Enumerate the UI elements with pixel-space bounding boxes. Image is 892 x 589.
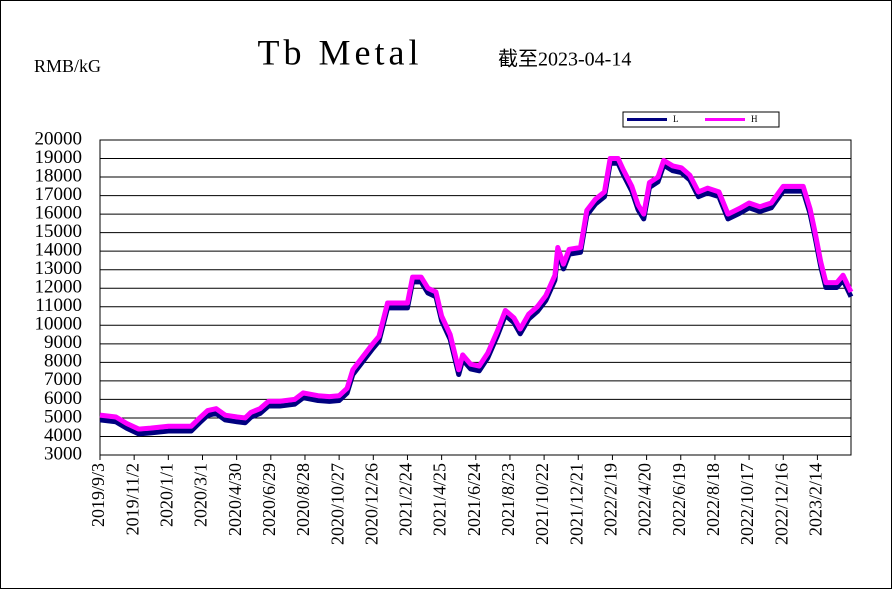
x-tick-label: 2022/2/19 — [601, 463, 621, 536]
chart-subtitle: 截至2023-04-14 — [498, 48, 631, 71]
x-tick-label: 2022/4/20 — [635, 463, 655, 536]
x-tick-label: 2021/8/23 — [498, 463, 518, 536]
x-tick-label: 2020/6/29 — [259, 463, 279, 536]
chart-title: Tb Metal — [258, 32, 423, 72]
x-tick-label: 2021/2/24 — [396, 463, 416, 536]
y-tick-label: 11000 — [35, 295, 82, 316]
x-tick-label: 2022/10/17 — [737, 463, 757, 545]
y-tick-label: 16000 — [35, 202, 83, 223]
y-tick-label: 19000 — [35, 147, 83, 168]
y-tick-label: 14000 — [35, 240, 83, 261]
data-line — [99, 156, 854, 432]
x-tick-label: 2021/4/25 — [430, 463, 450, 536]
x-tick-label: 2022/6/19 — [669, 463, 689, 536]
y-tick-label: 18000 — [35, 165, 83, 186]
x-tick-label: 2019/11/2 — [122, 463, 142, 535]
y-tick-label: 20000 — [35, 128, 83, 149]
legend-label: L — [673, 114, 679, 124]
plot-area — [99, 139, 852, 456]
x-tick-label: 2020/10/27 — [327, 463, 347, 545]
legend-box — [622, 111, 780, 128]
x-tick-label: 2020/4/30 — [225, 463, 245, 536]
y-tick-label: 17000 — [35, 184, 83, 205]
x-tick-label: 2022/8/18 — [703, 463, 723, 536]
y-tick-label: 6000 — [44, 388, 82, 409]
y-tick-label: 13000 — [35, 258, 83, 279]
y-tick-label: 4000 — [44, 425, 82, 446]
legend-label: H — [751, 114, 758, 124]
x-tick-label: 2021/6/24 — [464, 463, 484, 536]
y-tick-label: 12000 — [35, 277, 83, 298]
y-tick-label: 8000 — [44, 351, 82, 372]
y-axis-label: RMB/kG — [34, 56, 101, 76]
x-tick-label: 2023/2/14 — [806, 463, 826, 536]
x-tick-label: 2021/10/22 — [532, 463, 552, 545]
x-tick-label: 2020/8/28 — [293, 463, 313, 536]
y-tick-label: 10000 — [35, 314, 83, 335]
x-tick-label: 2021/12/21 — [566, 463, 586, 545]
y-tick-label: 5000 — [44, 406, 82, 427]
x-tick-label: 2020/3/1 — [191, 463, 211, 527]
x-tick-label: 2020/1/1 — [156, 463, 176, 527]
y-tick-label: 15000 — [35, 221, 83, 242]
y-tick-label: 9000 — [44, 332, 82, 353]
y-tick-label: 3000 — [44, 443, 82, 464]
x-tick-label: 2020/12/26 — [361, 463, 381, 545]
y-tick-label: 7000 — [44, 369, 82, 390]
x-tick-label: 2022/12/16 — [771, 463, 791, 545]
x-tick-label: 2019/9/3 — [88, 463, 108, 527]
